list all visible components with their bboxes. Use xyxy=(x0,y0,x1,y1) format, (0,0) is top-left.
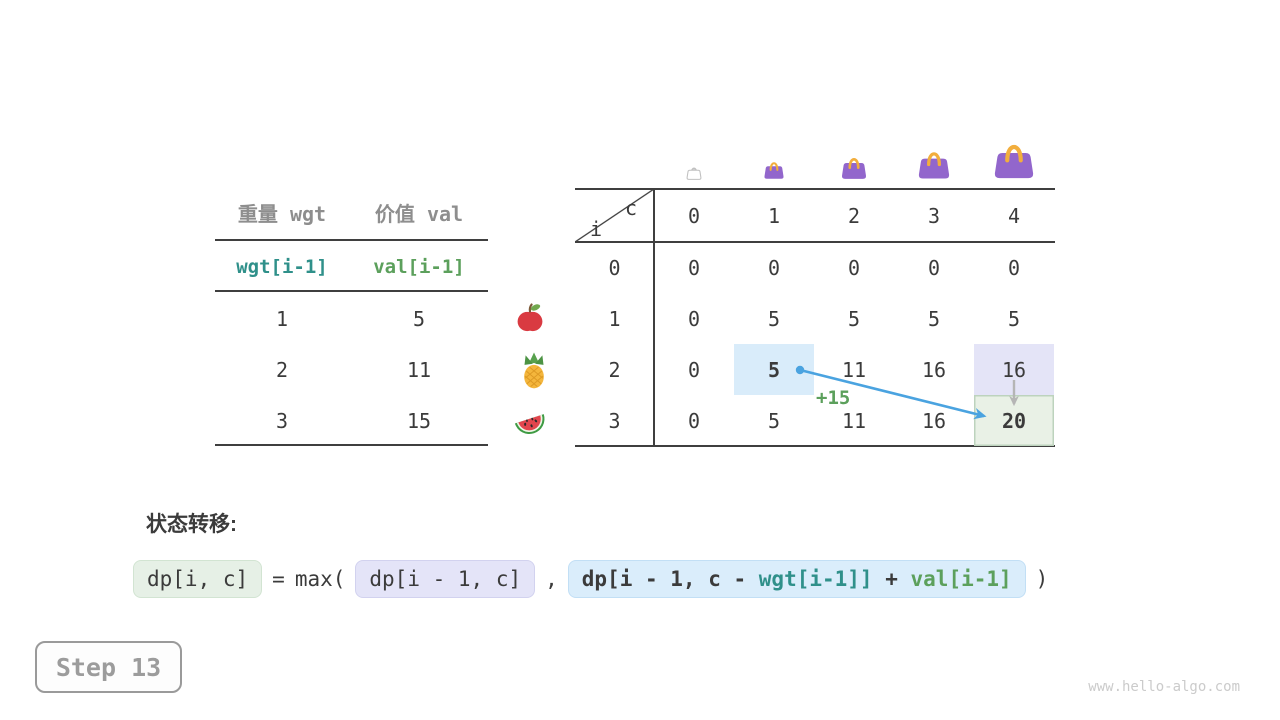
dp-cell-3-1: 5 xyxy=(767,408,781,433)
watermark: www.hello-algo.com xyxy=(1088,679,1240,695)
dp-row-header-2: 2 xyxy=(608,357,621,382)
formula-comma: , xyxy=(545,567,558,591)
formula-equals: = xyxy=(272,567,285,591)
dp-cell-1-2: 5 xyxy=(847,306,861,331)
dp-cell-3-3: 16 xyxy=(921,408,947,433)
col-axis-label: c xyxy=(624,196,637,220)
dp-col-header-2: 2 xyxy=(847,203,861,228)
formula-arg1: dp[i - 1, c] xyxy=(355,560,536,598)
bag-medium-icon xyxy=(840,153,868,180)
dp-cell-0-3: 0 xyxy=(927,255,941,280)
bag-empty-icon xyxy=(686,164,702,181)
dp-col-header-3: 3 xyxy=(927,203,941,228)
dp-row-header-3: 3 xyxy=(608,408,621,433)
formula-arg2-wgt: wgt[i-1]] xyxy=(758,567,873,591)
state-transition-formula: dp[i, c] = max( dp[i - 1, c] , dp[i - 1,… xyxy=(133,560,1048,598)
dp-cell-0-2: 0 xyxy=(847,255,861,280)
dp-col-header-0: 0 xyxy=(687,203,701,228)
dp-cell-2-0: 0 xyxy=(687,357,701,382)
divider xyxy=(215,239,488,241)
dp-col-header-4: 4 xyxy=(1007,203,1021,228)
bag-xlarge-icon xyxy=(991,137,1037,180)
item-val-2: 11 xyxy=(406,358,432,382)
dp-axis-corner: c i xyxy=(575,189,654,242)
state-transition-label: 状态转移: xyxy=(146,513,237,536)
dp-table-bottom-rule xyxy=(575,445,1055,447)
dp-row-header-0: 0 xyxy=(608,255,621,280)
dp-table-grid: 0 0 0 0 0 0 1 0 5 5 5 5 2 0 5 11 16 16 3… xyxy=(575,242,1054,446)
dp-cell-1-1: 5 xyxy=(767,306,781,331)
dp-col-header-1: 1 xyxy=(767,203,781,228)
bag-small-icon xyxy=(763,158,785,180)
dp-cell-2-4-compare-highlight: 16 xyxy=(974,344,1054,395)
dp-table-header-rule xyxy=(575,241,1055,243)
formula-close-paren: ) xyxy=(1035,567,1049,591)
item-wgt-2: 2 xyxy=(275,358,289,382)
item-table-val-index: val[i-1] xyxy=(373,256,465,278)
watermelon-icon xyxy=(511,403,549,439)
divider xyxy=(215,444,488,446)
item-val-1: 5 xyxy=(412,307,426,331)
dp-cell-2-1-source-highlight: 5 xyxy=(734,344,814,395)
dp-cell-0-1: 0 xyxy=(767,255,781,280)
dp-cell-0-0: 0 xyxy=(687,255,701,280)
dp-cell-1-0: 0 xyxy=(687,306,701,331)
dp-cell-1-3: 5 xyxy=(927,306,941,331)
formula-arg2-plus: + xyxy=(872,567,911,591)
dp-cell-3-4-result-highlight: 20 xyxy=(974,395,1054,446)
transfer-value-annotation: +15 xyxy=(816,387,851,409)
formula-arg2-prefix: dp[i - 1, c - xyxy=(581,567,759,591)
dp-table-header-row: c i 0 1 2 3 4 xyxy=(575,189,1054,242)
dp-cell-0-4: 0 xyxy=(1007,255,1021,280)
formula-lhs: dp[i, c] xyxy=(133,560,263,598)
formula-arg2: dp[i - 1, c - wgt[i-1]] + val[i-1] xyxy=(567,560,1026,598)
item-wgt-3: 3 xyxy=(275,409,289,433)
dp-cell-3-0: 0 xyxy=(687,408,701,433)
item-wgt-1: 1 xyxy=(275,307,289,331)
item-val-3: 15 xyxy=(406,409,432,433)
step-badge: Step 13 xyxy=(35,641,182,693)
dp-cell-1-4: 5 xyxy=(1007,306,1021,331)
dp-table-top-rule xyxy=(575,188,1055,190)
bag-large-icon xyxy=(916,146,952,180)
dp-table-vertical-rule xyxy=(653,188,655,447)
formula-arg2-val: val[i-1] xyxy=(910,567,1012,591)
item-table-header-weight: 重量 wgt xyxy=(237,202,327,226)
row-axis-label: i xyxy=(590,217,603,241)
item-table-wgt-index: wgt[i-1] xyxy=(236,256,328,278)
apple-icon xyxy=(514,302,546,334)
divider xyxy=(215,290,488,292)
pineapple-icon xyxy=(516,352,552,390)
item-table-header-value: 价值 val xyxy=(374,202,464,226)
dp-cell-2-3: 16 xyxy=(921,357,947,382)
formula-max-open: max( xyxy=(294,567,346,591)
dp-row-header-1: 1 xyxy=(608,306,621,331)
